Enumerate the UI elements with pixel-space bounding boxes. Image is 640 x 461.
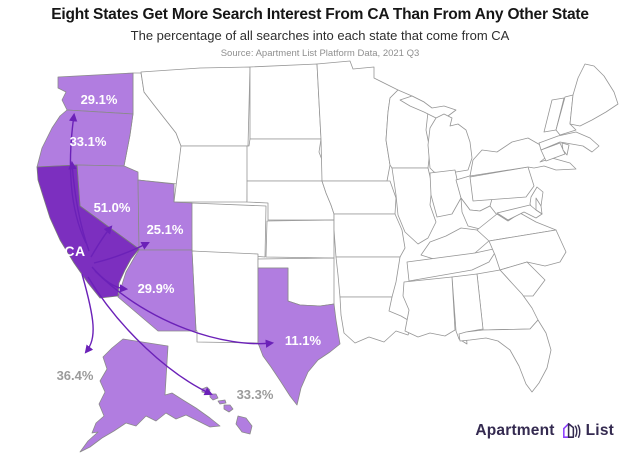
state-north-dakota [249,63,322,140]
highlighted-states [36,72,341,453]
hawaii-maui [223,404,234,413]
hawaii-molokai [217,399,227,405]
data-labels: 29.1% 33.1% 51.0% 25.1% 29.9% 11.1% 36.4… [57,92,322,402]
state-iowa [321,180,397,215]
header: Eight States Get More Search Interest Fr… [0,0,640,59]
pct-label-utah: 25.1% [147,222,184,237]
state-montana [140,66,251,147]
state-maryland [496,204,543,221]
arrow-ca-to-texas [94,270,275,348]
state-arizona [117,249,197,332]
state-vermont [543,97,565,133]
state-minnesota [316,60,399,182]
state-washington [57,72,134,115]
state-florida [458,319,552,393]
state-tennessee [406,247,499,282]
state-maine [569,63,619,127]
state-louisiana [339,296,414,344]
arrow-ca-to-nevada [90,225,113,258]
chart-subtitle: The percentage of all searches into each… [130,28,510,43]
pct-label-texas: 11.1% [285,333,322,348]
pct-label-alaska: 36.4% [57,368,94,383]
state-colorado [190,202,267,258]
brand-logo: Apartment List [475,420,614,441]
brand-name-left: Apartment [475,421,555,439]
state-connecticut [540,142,566,162]
arrow-ca-to-arizona [91,266,129,293]
chart-source: Source: Apartment List Platform Data, 20… [220,48,420,59]
state-arkansas [335,256,401,298]
state-michigan [427,113,473,175]
state-michigan-up [399,95,457,119]
chart-title: Eight States Get More Search Interest Fr… [51,6,589,23]
state-north-carolina [488,229,567,271]
state-new-mexico [191,250,259,344]
pct-label-oregon: 33.1% [70,134,107,149]
state-new-york [469,137,577,177]
arrow-ca-to-oregon [68,160,90,252]
pct-label-washington: 29.1% [81,92,118,107]
state-hawaii [201,386,253,435]
state-massachusetts [538,131,600,153]
brand-name-right: List [585,421,614,439]
state-kansas [265,219,335,259]
state-missouri [333,213,406,258]
flow-arrows [68,112,275,396]
apartment-list-house-icon [562,422,581,438]
state-alaska [79,338,221,453]
origin-state-label: CA [64,243,85,259]
state-rhode-island [561,142,570,156]
arrow-ca-to-washington [68,112,87,244]
state-wyoming [173,145,249,203]
state-texas [257,267,341,406]
arrow-ca-to-alaska [81,273,94,354]
pct-label-nevada: 51.0% [94,200,131,215]
background-states [123,60,619,393]
state-indiana [429,169,462,218]
pct-label-arizona: 29.9% [138,281,175,296]
arrow-ca-to-hawaii [87,276,213,396]
state-mississippi [402,276,456,338]
pct-label-hawaii: 33.3% [237,387,274,402]
arrow-ca-to-utah [93,242,150,264]
hawaii-big-island [235,415,253,435]
state-south-dakota [246,138,326,182]
hawaii-oahu [209,393,219,401]
